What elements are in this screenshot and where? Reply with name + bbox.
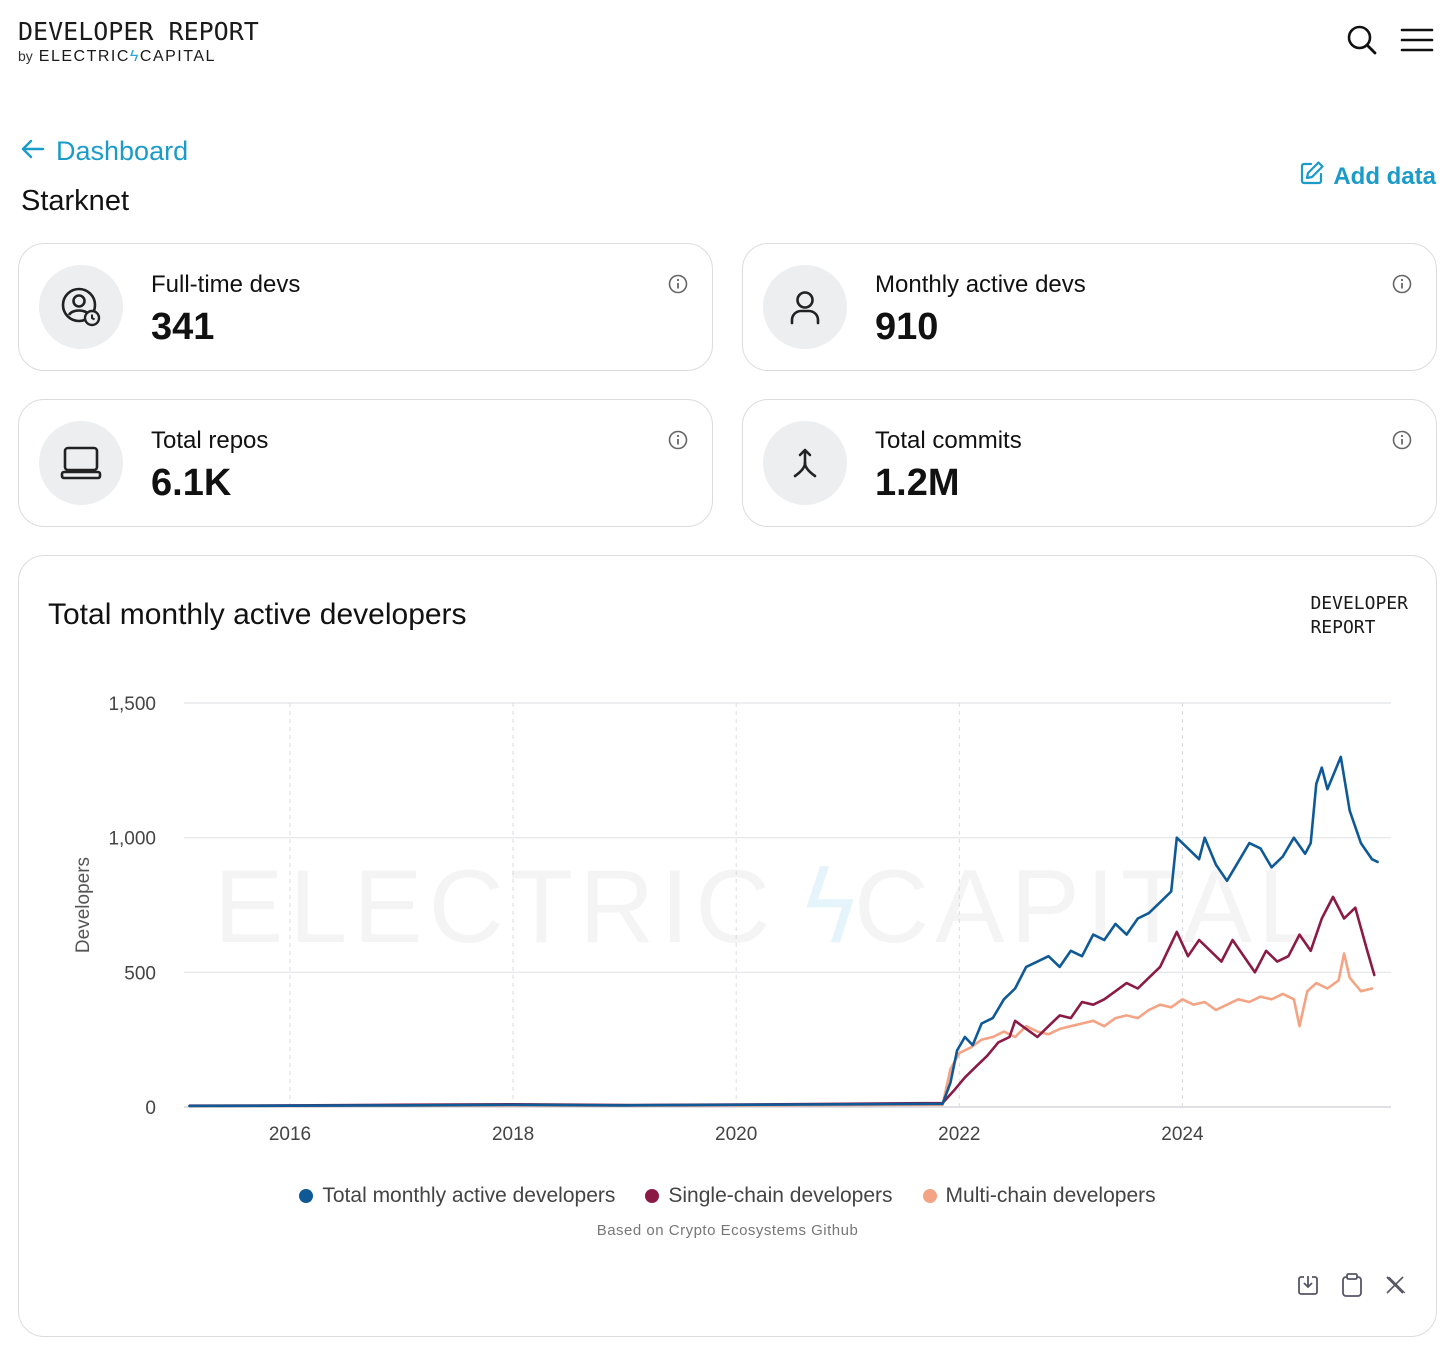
legend-item-single-chain[interactable]: Single-chain developers xyxy=(645,1184,893,1208)
watermark: ELECTRIC ϟ CAPITAL xyxy=(214,849,1322,966)
merge-icon xyxy=(763,421,847,505)
y-gridlines xyxy=(184,702,1391,1108)
y-tick-label: 1,500 xyxy=(108,694,156,715)
stat-label: Full-time devs xyxy=(151,271,301,298)
clipboard-icon[interactable] xyxy=(1340,1272,1364,1303)
add-data-label: Add data xyxy=(1333,162,1436,190)
stat-card-total-commits: Total commits 1.2M xyxy=(742,399,1437,527)
watermark-text-left: ELECTRIC xyxy=(214,849,776,965)
legend-item-total[interactable]: Total monthly active developers xyxy=(299,1184,615,1208)
user-clock-icon xyxy=(39,265,123,349)
series-lines xyxy=(188,755,1379,1108)
logo-by: by xyxy=(18,48,33,64)
chart-source-note: Based on Crypto Ecosystems Github xyxy=(596,1222,859,1239)
logo-subtitle: by ELECTRICϟCAPITAL xyxy=(18,48,259,66)
laptop-icon xyxy=(39,421,123,505)
stat-value: 6.1K xyxy=(151,462,232,504)
info-icon[interactable] xyxy=(668,274,688,299)
stat-label: Total commits xyxy=(875,427,1022,454)
x-gridlines xyxy=(289,703,1183,1107)
page-title: Starknet xyxy=(21,185,129,217)
series-line-single-chain xyxy=(188,895,1376,1108)
edit-icon xyxy=(1299,160,1325,193)
arrow-left-icon xyxy=(20,136,46,167)
stat-card-full-time-devs: Full-time devs 341 xyxy=(18,243,713,371)
search-icon[interactable] xyxy=(1346,24,1378,56)
watermark-text-right: CAPITAL xyxy=(854,849,1322,965)
y-tick-label: 0 xyxy=(145,1098,156,1119)
download-icon[interactable] xyxy=(1296,1273,1320,1302)
legend-label: Total monthly active developers xyxy=(322,1184,616,1207)
series-line-multi-chain xyxy=(188,952,1374,1108)
info-icon[interactable] xyxy=(1392,430,1412,455)
chart-legend: Total monthly active developers Single-c… xyxy=(19,1184,1436,1208)
chart-brand-line2: REPORT xyxy=(1310,617,1376,638)
legend-dot-icon xyxy=(299,1189,314,1203)
chart-brand-logo: DEVELOPER REPORT xyxy=(1310,592,1408,640)
stat-card-total-repos: Total repos 6.1K xyxy=(18,399,713,527)
x-tick-label: 2020 xyxy=(715,1124,757,1145)
watermark-bolt-icon: ϟ xyxy=(797,849,863,966)
y-axis-tick-labels: 0 500 1,000 1,500 xyxy=(108,694,156,1119)
back-link-label: Dashboard xyxy=(56,136,189,166)
stat-value: 341 xyxy=(151,306,215,348)
legend-label: Single-chain developers xyxy=(668,1184,893,1207)
stat-value: 910 xyxy=(875,306,939,348)
chart-title: Total monthly active developers xyxy=(48,598,467,631)
logo-title: DEVELOPER REPORT xyxy=(18,17,259,46)
x-tick-label: 2024 xyxy=(1161,1124,1204,1145)
legend-dot-icon xyxy=(922,1189,937,1203)
logo-brand-right: CAPITAL xyxy=(139,48,216,65)
stat-value: 1.2M xyxy=(875,462,960,504)
series-line-total xyxy=(188,755,1379,1108)
chart-actions xyxy=(1296,1272,1406,1303)
top-icons xyxy=(1346,24,1434,56)
chart-brand-line1: DEVELOPER xyxy=(1310,593,1408,614)
bolt-icon: ϟ xyxy=(129,48,140,65)
legend-dot-icon xyxy=(645,1189,660,1203)
chart-card: Total monthly active developers DEVELOPE… xyxy=(18,555,1437,1337)
x-tick-label: 2016 xyxy=(269,1124,311,1145)
add-data-button[interactable]: Add data xyxy=(1299,160,1436,193)
developer-report-logo[interactable]: DEVELOPER REPORT by ELECTRICϟCAPITAL xyxy=(18,18,259,66)
x-axis-tick-labels: 2016 2018 2020 2022 2024 xyxy=(269,1124,1204,1145)
x-share-icon[interactable] xyxy=(1384,1274,1406,1301)
info-icon[interactable] xyxy=(668,430,688,455)
legend-item-multi-chain[interactable]: Multi-chain developers xyxy=(922,1184,1156,1208)
stat-label: Total repos xyxy=(151,427,269,454)
stat-label: Monthly active devs xyxy=(875,271,1086,298)
y-tick-label: 500 xyxy=(124,963,156,984)
x-tick-label: 2022 xyxy=(938,1124,980,1145)
logo-brand: ELECTRICϟCAPITAL xyxy=(39,48,216,66)
y-axis-label: Developers xyxy=(73,857,94,953)
user-icon xyxy=(763,265,847,349)
menu-icon[interactable] xyxy=(1400,27,1434,53)
x-tick-label: 2018 xyxy=(492,1124,534,1145)
legend-label: Multi-chain developers xyxy=(945,1184,1156,1207)
logo-brand-left: ELECTRIC xyxy=(38,48,130,65)
info-icon[interactable] xyxy=(1392,274,1412,299)
stat-card-monthly-active-devs: Monthly active devs 910 xyxy=(742,243,1437,371)
back-to-dashboard-link[interactable]: Dashboard xyxy=(20,136,188,167)
y-tick-label: 1,000 xyxy=(108,829,156,850)
